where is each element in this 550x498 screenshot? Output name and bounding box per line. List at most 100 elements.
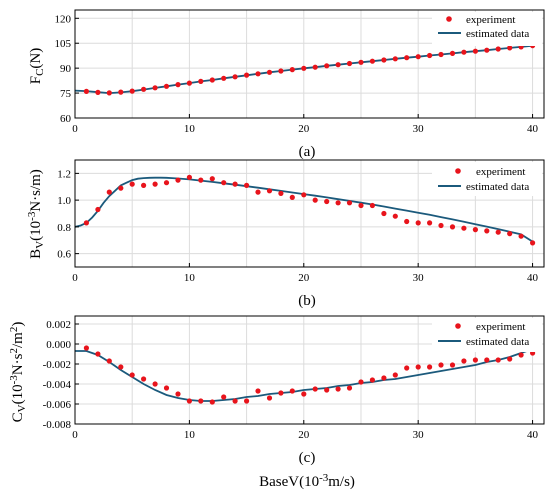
panel-c-estimated-line: [75, 348, 533, 402]
panel-b-experiment-point: [324, 198, 330, 205]
panel-a-experiment-point: [198, 78, 204, 84]
panel-c-caption: (c): [299, 450, 316, 466]
panel-c-experiment-point: [221, 394, 227, 400]
panel-b-frame: [74, 159, 545, 268]
panel-b-caption: (b): [298, 293, 316, 309]
panel-a-experiment-point: [495, 46, 501, 52]
panel-b-ylabel: BV(10-3N·s/m): [26, 169, 46, 259]
panel-a-experiment-point: [266, 69, 273, 75]
panel-c-ticks: 0 10 20 30 40 -0.008 -0.006 -0.004 -0.002 0.000 0.…: [43, 319, 539, 441]
panel-a-experiment-point: [415, 54, 421, 60]
panel-c-xtick-label: 20: [298, 429, 310, 441]
panel-a-experiment-point: [255, 71, 261, 77]
panel-b-experiment-point: [438, 222, 444, 229]
panel-c-series: [75, 345, 536, 405]
panel-a-xtick-label: 30: [413, 123, 425, 135]
panel-a-xtick-label: 10: [184, 123, 196, 135]
panel-b-experiment-point: [472, 227, 478, 233]
panel-b-experiment-point: [95, 206, 101, 213]
panel-a-experiment-point: [404, 55, 410, 61]
panel-c-experiment-point: [289, 388, 295, 394]
panel-c-experiment-point: [301, 391, 307, 397]
panel-b-estimated-line: [74, 176, 534, 243]
panel-c-xtick-label: 40: [527, 429, 539, 441]
panel-b-experiment-point: [484, 228, 490, 234]
panel-b-experiment-point: [289, 194, 295, 200]
panel-c-legend: experiment estimated data: [432, 318, 542, 352]
panel-b-legend-marker-experiment: [455, 168, 461, 174]
panel-b-experiment-point: [461, 225, 467, 231]
panel-a-experiment-point: [369, 58, 375, 64]
panel-a-experiment-point: [232, 74, 238, 80]
panel-b-experiment-point: [507, 231, 513, 237]
panel-a-experiment-point: [438, 51, 444, 58]
panel-c-experiment-point: [324, 387, 330, 393]
panel-c-experiment-point: [518, 352, 524, 358]
panel-a-experiment-point: [186, 80, 192, 86]
panel-b-experiment-point: [278, 190, 284, 196]
panel-a-experiment-point: [278, 68, 284, 74]
panel-a-experiment-point: [118, 89, 124, 95]
panel-b-experiment-point: [118, 185, 124, 191]
panel-a-experiment-point: [163, 83, 170, 89]
panel-a-experiment-point: [152, 85, 158, 91]
panel-a-ylabel: FC(N): [28, 48, 46, 85]
panel-b-experiment-point: [415, 220, 421, 226]
panel-c-experiment-point: [186, 398, 192, 404]
panel-a-ytick-label: 60: [60, 113, 72, 125]
panel-a-xtick-label: 0: [72, 123, 78, 135]
panel-c-ytick-label: -0.006: [43, 399, 72, 411]
panel-c-experiment-point: [404, 365, 410, 371]
panel-b-experiment-point: [301, 192, 307, 198]
panel-c-experiment-point: [427, 364, 433, 370]
panel-c-xlabel: BaseV(10-3m/s): [259, 472, 355, 490]
panel-b-experiment-point: [106, 189, 112, 195]
panel-a-experiment-point: [129, 88, 135, 94]
panel-b-xtick-label: 10: [184, 272, 196, 284]
panel-c-ylabel: CV(10-3N·s2/m2): [8, 322, 28, 423]
panel-a-experiment-point: [392, 56, 398, 62]
panel-c-experiment-point: [198, 398, 204, 404]
panel-b-experiment-point: [381, 210, 387, 217]
panel-a-caption: (a): [299, 144, 316, 160]
panel-c-ytick-label: 0.002: [46, 319, 71, 331]
panel-a-experiment-point: [301, 65, 307, 71]
panel-a-experiment-point: [106, 90, 112, 96]
panel-a-experiment-point: [175, 82, 181, 88]
panel-c-legend-box: [432, 318, 542, 352]
panel-c-ytick-label: -0.004: [43, 379, 72, 391]
panel-a-ticks: 0 10 20 30 40 60 75 90 105 120: [55, 13, 539, 135]
panel-b-experiment-point: [312, 197, 318, 203]
panel-b-xtick-label: 30: [413, 272, 425, 284]
panel-c-xtick-label: 0: [72, 429, 78, 441]
panel-c-legend-marker-experiment: [455, 323, 461, 329]
panel-c-frame: [74, 315, 545, 425]
panel-b-experiment-point: [335, 200, 341, 206]
panel-c-experiment-point: [209, 399, 215, 405]
panel-c-experiment-point: [266, 395, 273, 401]
panel-b-experiment-point: [163, 180, 170, 186]
panel-b-legend-label-estimated: estimated data: [466, 181, 529, 193]
panel-a-ytick-label: 120: [55, 13, 72, 25]
panel-c-experiment-point: [369, 377, 375, 383]
panel-b-experiment-point: [266, 188, 273, 194]
panel-c-experiment-point: [129, 372, 135, 378]
panel-c-experiment-point: [358, 379, 364, 385]
panel-c-xtick-label: 30: [413, 429, 425, 441]
panel-a-ytick-label: 105: [55, 38, 72, 50]
panel-b-series: [74, 174, 536, 246]
panel-c-experiment-point: [232, 398, 238, 404]
panel-a-frame: [74, 9, 545, 119]
panel-b-experiment-point: [152, 181, 158, 187]
panel-b-experiment-point: [232, 181, 238, 187]
panel-b-ytick-label: 1.2: [57, 168, 71, 180]
panel-c-experiment-point: [461, 358, 467, 364]
panel-b-experiment-point: [255, 189, 261, 195]
panel-c-experiment-point: [495, 357, 501, 363]
panel-c-experiment-point: [484, 357, 490, 363]
panel-a-experiment-point: [244, 72, 250, 78]
panel-b-xtick-label: 20: [298, 272, 310, 284]
panel-a-experiment-point: [507, 45, 513, 51]
panel-b-ticks: 0 10 20 30 40 0.6 0.8 1.0 1.2: [57, 168, 538, 284]
